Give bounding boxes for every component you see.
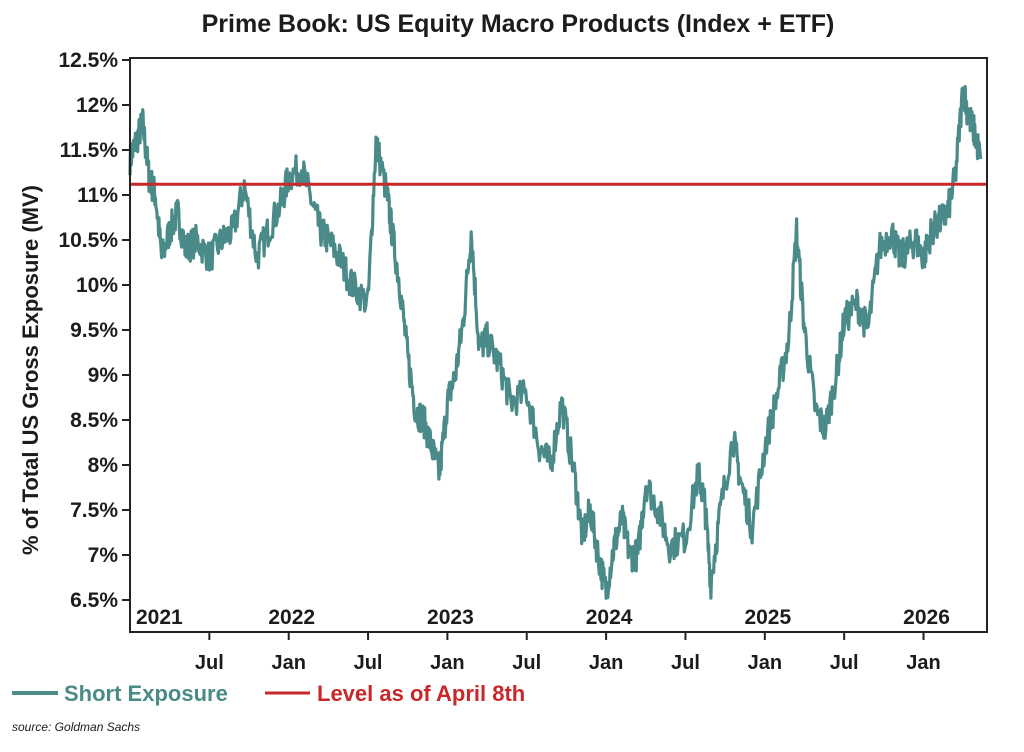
y-axis-ticks: 12.5% 12% 11.5% 11% 10.5% 10% 9.5% 9% 8.5% 8% 7.5%… <box>58 49 130 612</box>
plot-area <box>128 85 987 600</box>
year-label: 2025 <box>744 606 791 629</box>
y-tick-label: 7.5% <box>70 499 118 522</box>
source-note: source: Goldman Sachs <box>12 720 140 734</box>
y-tick-label: 10% <box>76 274 118 297</box>
y-tick-label: 8% <box>88 454 119 477</box>
year-label: 2023 <box>427 606 474 629</box>
plot-frame <box>129 57 988 633</box>
y-tick-label: 11.5% <box>60 139 119 162</box>
y-tick-label: 11% <box>77 184 118 207</box>
year-label: 2022 <box>268 606 315 629</box>
legend: Short Exposure Level as of April 8th <box>12 681 525 706</box>
x-tick-label: Jul <box>830 652 859 674</box>
year-label: 2024 <box>586 606 633 629</box>
y-tick-label: 9% <box>88 364 119 387</box>
x-axis: 2021 2022 2023 2024 2025 2026 Jul Jan Jul Jan Jul J… <box>136 606 950 674</box>
y-tick-label: 6.5% <box>70 589 118 612</box>
short-exposure-line <box>128 85 983 600</box>
year-label: 2026 <box>903 606 950 629</box>
legend-level-label: Level as of April 8th <box>317 681 525 706</box>
y-tick-label: 9.5% <box>70 319 118 342</box>
legend-short-label: Short Exposure <box>64 681 228 706</box>
x-tick-label: Jul <box>671 652 700 674</box>
year-label: 2021 <box>136 606 183 629</box>
x-tick-label: Jan <box>906 652 940 674</box>
y-tick-label: 10.5% <box>58 229 118 252</box>
x-tick-label: Jan <box>589 652 623 674</box>
y-tick-label: 12% <box>76 94 118 117</box>
y-tick-label: 8.5% <box>70 409 118 432</box>
chart-title: Prime Book: US Equity Macro Products (In… <box>202 10 835 38</box>
x-tick-label: Jul <box>354 652 383 674</box>
x-tick-label: Jul <box>512 652 541 674</box>
x-tick-label: Jan <box>430 652 464 674</box>
y-tick-label: 12.5% <box>58 49 118 72</box>
x-tick-label: Jan <box>271 652 305 674</box>
y-axis-label: % of Total US Gross Exposure (MV) <box>18 185 43 555</box>
x-tick-label: Jan <box>748 652 782 674</box>
y-tick-label: 7% <box>88 544 119 567</box>
x-tick-label: Jul <box>195 652 224 674</box>
